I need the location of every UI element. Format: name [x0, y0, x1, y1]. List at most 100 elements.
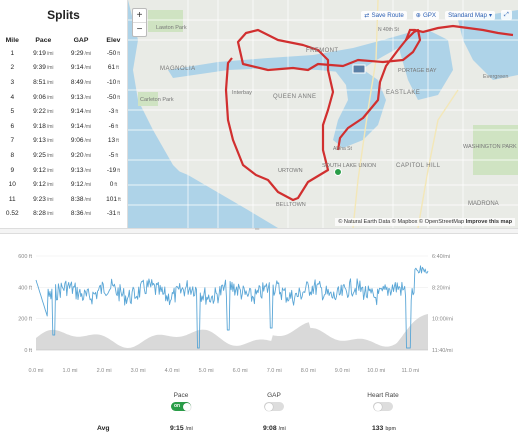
split-gap-value: 9:14	[70, 108, 84, 116]
header-mile: Mile	[5, 36, 19, 44]
chart-canvas[interactable]: 600 ft 400 ft 200 ft 0 ft 6:40/mi 8:20/mi 10:0…	[0, 240, 518, 380]
split-elev-value: 61	[107, 64, 116, 72]
route-photo-marker[interactable]	[352, 64, 366, 74]
map-type-label: Standard Map	[448, 11, 487, 19]
gap-toggle[interactable]	[264, 402, 284, 411]
split-pace-unit: /mi	[46, 167, 54, 174]
x-axis-label: 8.0 mi	[301, 368, 316, 374]
avg-heart-rate: 133 bpm	[372, 425, 396, 432]
map-toolbar: ⇄ Save Route ⊕ GPX Standard Map ▾ ⤢	[361, 10, 512, 20]
expand-icon: ⤢	[504, 11, 509, 18]
map-labels: Lawton Park MAGNOLIA Carleton Park Inter…	[140, 25, 517, 208]
attribution-text[interactable]: © Natural Earth Data © Mapbox © OpenStre…	[338, 219, 465, 225]
split-pace-unit: /mi	[46, 94, 54, 101]
heart-rate-toggle[interactable]	[373, 402, 393, 411]
gpx-label: GPX	[422, 11, 437, 19]
map-canvas[interactable]: Lawton Park MAGNOLIA Carleton Park Inter…	[128, 0, 518, 228]
split-gap-value: 9:13	[70, 166, 84, 174]
x-axis-label: 2.0 mi	[97, 368, 112, 374]
split-pace: 9:12/mi	[25, 163, 63, 178]
split-gap-value: 9:14	[70, 64, 84, 72]
avg-hr-value: 133	[372, 425, 384, 432]
split-pace-value: 9:13	[33, 137, 46, 145]
x-axis-label: 5.0 mi	[199, 368, 214, 374]
pace-toggle[interactable]: on	[171, 402, 191, 411]
split-mile: 4	[0, 90, 25, 105]
split-elev-unit: ft	[117, 50, 121, 57]
map-label: EASTLAKE	[386, 90, 420, 96]
split-elev-unit: ft	[117, 211, 121, 218]
toggle-knob	[373, 402, 382, 411]
heart-rate-toggle-label: Heart Rate	[367, 392, 399, 399]
gpx-button[interactable]: ⊕ GPX	[412, 10, 440, 20]
split-gap-unit: /mi	[84, 65, 92, 72]
split-elev: 101ft	[100, 192, 127, 207]
split-mile-value: 2	[10, 64, 15, 72]
split-gap: 8:36/mi	[62, 207, 100, 222]
split-gap: 9:13/mi	[62, 90, 100, 105]
split-elev: -50ft	[100, 90, 127, 105]
pace-elevation-chart[interactable]: 600 ft 400 ft 200 ft 0 ft 6:40/mi 8:20/mi 10:0…	[0, 240, 518, 380]
splits-title: Splits	[47, 8, 80, 22]
split-gap-unit: /mi	[84, 211, 92, 218]
header-gap: GAP	[73, 36, 89, 44]
gap-toggle-group: GAP	[239, 392, 309, 411]
split-elev-value: 0	[109, 181, 114, 189]
route-start-marker	[334, 168, 342, 176]
split-pace: 9:13/mi	[25, 134, 63, 149]
split-pace: 9:22/mi	[25, 104, 63, 119]
pace-toggle-group: Pace on	[146, 392, 216, 411]
split-elev-unit: ft	[117, 94, 121, 101]
save-route-button[interactable]: ⇄ Save Route	[361, 10, 407, 20]
split-elev-unit: ft	[115, 152, 119, 159]
split-elev-unit: ft	[115, 109, 119, 116]
split-row: 5 9:22/mi 9:14/mi -3ft	[0, 104, 127, 119]
split-row: 7 9:13/mi 9:06/mi 13ft	[0, 134, 127, 149]
split-row: 10 9:12/mi 9:12/mi 0ft	[0, 177, 127, 192]
improve-map-link[interactable]: Improve this map	[465, 219, 512, 225]
split-elev-value: -5	[108, 151, 115, 159]
left-axis-label: 200 ft	[18, 317, 32, 323]
resize-handle[interactable]: ═	[0, 227, 518, 234]
split-pace: 9:06/mi	[25, 90, 63, 105]
split-gap-unit: /mi	[84, 182, 92, 189]
map-water-lake-union	[333, 66, 386, 148]
map-type-select[interactable]: Standard Map ▾	[445, 10, 496, 20]
map-streets	[128, 0, 518, 228]
fullscreen-button[interactable]: ⤢	[501, 10, 512, 20]
split-elev-unit: ft	[114, 182, 118, 189]
map-label: MADRONA	[468, 201, 499, 207]
split-gap: 9:20/mi	[62, 148, 100, 163]
route-map[interactable]: Lawton Park MAGNOLIA Carleton Park Inter…	[128, 0, 518, 228]
x-axis-label: 9.0 mi	[335, 368, 350, 374]
split-mile: 11	[0, 192, 25, 207]
zoom-controls: + −	[132, 8, 147, 37]
heart-rate-toggle-group: Heart Rate	[348, 392, 418, 411]
avg-pace-unit: /mi	[185, 426, 193, 432]
zoom-out-button[interactable]: −	[133, 22, 146, 35]
route-line	[224, 28, 422, 202]
split-gap: 9:14/mi	[62, 61, 100, 76]
split-elev-value: -3	[108, 108, 115, 116]
split-pace: 8:51/mi	[25, 75, 63, 90]
x-axis-label: 6.0 mi	[233, 368, 248, 374]
split-pace-unit: /mi	[46, 65, 54, 72]
zoom-in-button[interactable]: +	[136, 10, 143, 21]
right-axis-label: 8:20/mi	[432, 285, 450, 291]
split-row: 1 9:19/mi 9:29/mi -50ft	[0, 46, 127, 61]
split-pace-unit: /mi	[46, 138, 54, 145]
right-axis-label: 10:00/mi	[432, 317, 453, 323]
split-elev-value: -10	[106, 78, 117, 86]
split-row: 8 9:25/mi 9:20/mi -5ft	[0, 148, 127, 163]
split-mile-value: 7	[10, 137, 15, 145]
x-axis-label: 3.0 mi	[131, 368, 146, 374]
split-elev-unit: ft	[116, 65, 119, 72]
x-axis-label: 4.0 mi	[165, 368, 180, 374]
split-elev-value: 13	[107, 137, 116, 145]
split-gap-unit: /mi	[84, 167, 92, 174]
split-elev: -5ft	[100, 148, 127, 163]
x-axis-label: 7.0 mi	[267, 368, 282, 374]
split-elev: -19ft	[100, 163, 127, 178]
split-gap-value: 9:12	[70, 181, 84, 189]
split-mile-value: 3	[10, 78, 15, 86]
